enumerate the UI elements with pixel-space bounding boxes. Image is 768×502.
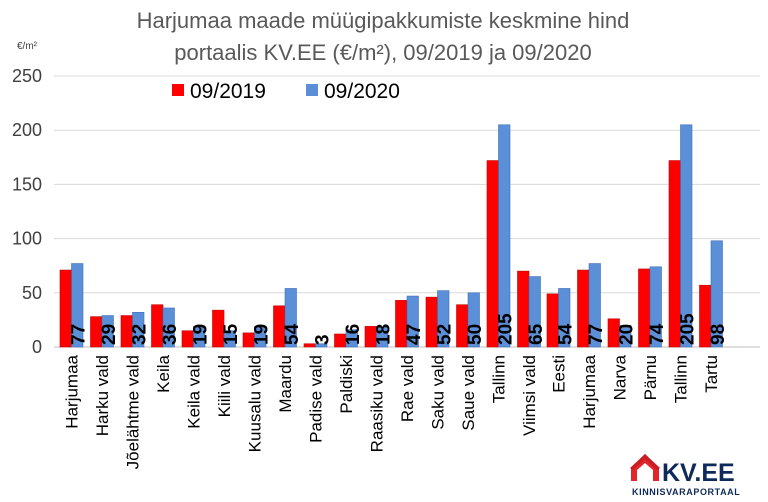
bar-09-2020 xyxy=(558,288,571,348)
bar-09-2020 xyxy=(406,295,419,348)
bar-09-2020 xyxy=(376,327,389,348)
house-roof-icon xyxy=(630,454,660,470)
category-labels: Harjumaa Harku vald Jõelähtme vald Keila Kei… xyxy=(63,354,722,469)
category-label: Tallinn xyxy=(672,355,691,403)
value-label: 20 xyxy=(616,324,637,345)
category-label: Raasiku vald xyxy=(368,355,387,452)
legend-swatch-2019 xyxy=(172,84,184,96)
value-label: 3 xyxy=(312,334,333,345)
bar-09-2020 xyxy=(101,315,114,348)
value-labels: 77 29 32 36 19 15 19 54 3 16 18 47 52 50 205 65 54 77 20 74… xyxy=(68,313,729,345)
bar-09-2020 xyxy=(71,263,84,348)
value-label: 205 xyxy=(677,313,698,345)
y-tick-label: 250 xyxy=(12,66,42,86)
bar-09-2020 xyxy=(284,288,297,348)
chart-subtitle: portaalis KV.EE (€/m²), 09/2019 ja 09/20… xyxy=(174,40,591,65)
bar-09-2020 xyxy=(528,276,541,348)
value-label: 54 xyxy=(555,323,576,345)
category-label: Saku vald xyxy=(429,355,448,430)
bar-09-2020 xyxy=(223,330,236,348)
category-label: Harjumaa xyxy=(580,354,599,428)
bar-09-2019 xyxy=(212,309,225,348)
y-tick-label: 0 xyxy=(32,337,42,357)
bar-09-2020 xyxy=(498,124,511,348)
house-icon xyxy=(631,454,659,481)
value-label: 18 xyxy=(373,324,394,345)
category-label: Viimsi vald xyxy=(520,355,539,436)
category-label: Saue vald xyxy=(459,355,478,431)
category-label: Kuusalu vald xyxy=(246,355,265,452)
category-label: Rae vald xyxy=(398,355,417,422)
value-label: 65 xyxy=(526,323,547,345)
bar-09-2020 xyxy=(588,263,601,348)
category-label: Harku vald xyxy=(93,355,112,436)
value-label: 36 xyxy=(160,324,181,345)
kv-ee-logo: KV.EE KINNISVARAPORTAAL xyxy=(630,454,740,497)
category-label: Harjumaa xyxy=(63,354,82,428)
bar-09-2020 xyxy=(315,343,328,348)
bar-09-2020 xyxy=(345,329,358,348)
category-label: Narva xyxy=(611,354,630,400)
bar-09-2020 xyxy=(193,326,206,348)
value-label: 29 xyxy=(99,324,120,345)
legend-swatch-2020 xyxy=(306,84,318,96)
y-tick-label: 150 xyxy=(12,174,42,194)
bar-09-2020 xyxy=(710,240,723,348)
value-label: 77 xyxy=(68,324,89,345)
value-label: 74 xyxy=(647,323,668,345)
y-tick-label: 50 xyxy=(22,283,42,303)
value-label: 16 xyxy=(343,324,364,345)
value-label: 32 xyxy=(129,324,150,345)
category-label: Pärnu xyxy=(641,355,660,400)
value-label: 47 xyxy=(404,324,425,345)
bars xyxy=(59,124,723,348)
value-label: 205 xyxy=(495,313,516,345)
category-label: Keila vald xyxy=(185,355,204,429)
bar-09-2020 xyxy=(467,292,480,348)
category-label: Keila xyxy=(154,354,173,392)
value-label: 19 xyxy=(251,324,272,345)
legend-label-2019: 09/2019 xyxy=(190,80,266,103)
y-axis-unit: €/m² xyxy=(17,41,38,52)
value-label: 98 xyxy=(708,324,729,345)
bar-09-2020 xyxy=(254,326,267,348)
value-label: 77 xyxy=(586,324,607,345)
category-label: Maardu xyxy=(276,355,295,413)
value-label: 54 xyxy=(282,323,303,345)
category-label: Tallinn xyxy=(490,355,509,403)
bar-09-2020 xyxy=(132,312,145,348)
chart-title: Harjumaa maade müügipakkumiste keskmine … xyxy=(137,8,630,33)
category-label: Kiili vald xyxy=(215,355,234,417)
value-label: 52 xyxy=(434,324,455,345)
bar-09-2020 xyxy=(680,124,693,348)
y-tick-label: 200 xyxy=(12,120,42,140)
bar-09-2020 xyxy=(619,325,632,348)
bar-09-2020 xyxy=(649,266,662,348)
value-label: 19 xyxy=(190,324,211,345)
category-label: Eesti xyxy=(550,355,569,393)
y-axis-ticks: 0 50 100 150 200 250 xyxy=(12,66,42,357)
y-tick-label: 100 xyxy=(12,229,42,249)
bar-09-2020 xyxy=(437,290,450,348)
bar-09-2020 xyxy=(162,307,175,348)
value-label: 15 xyxy=(221,323,242,345)
logo-name: KV.EE xyxy=(662,459,735,487)
category-label: Jõelähtme vald xyxy=(124,355,143,469)
logo-subtitle: KINNISVARAPORTAAL xyxy=(632,487,740,497)
legend: 09/2019 09/2020 xyxy=(172,80,400,103)
category-label: Paldiski xyxy=(337,355,356,414)
category-label: Tartu xyxy=(702,355,721,393)
legend-label-2020: 09/2020 xyxy=(324,80,400,103)
category-label: Padise vald xyxy=(307,355,326,443)
value-label: 50 xyxy=(465,324,486,345)
